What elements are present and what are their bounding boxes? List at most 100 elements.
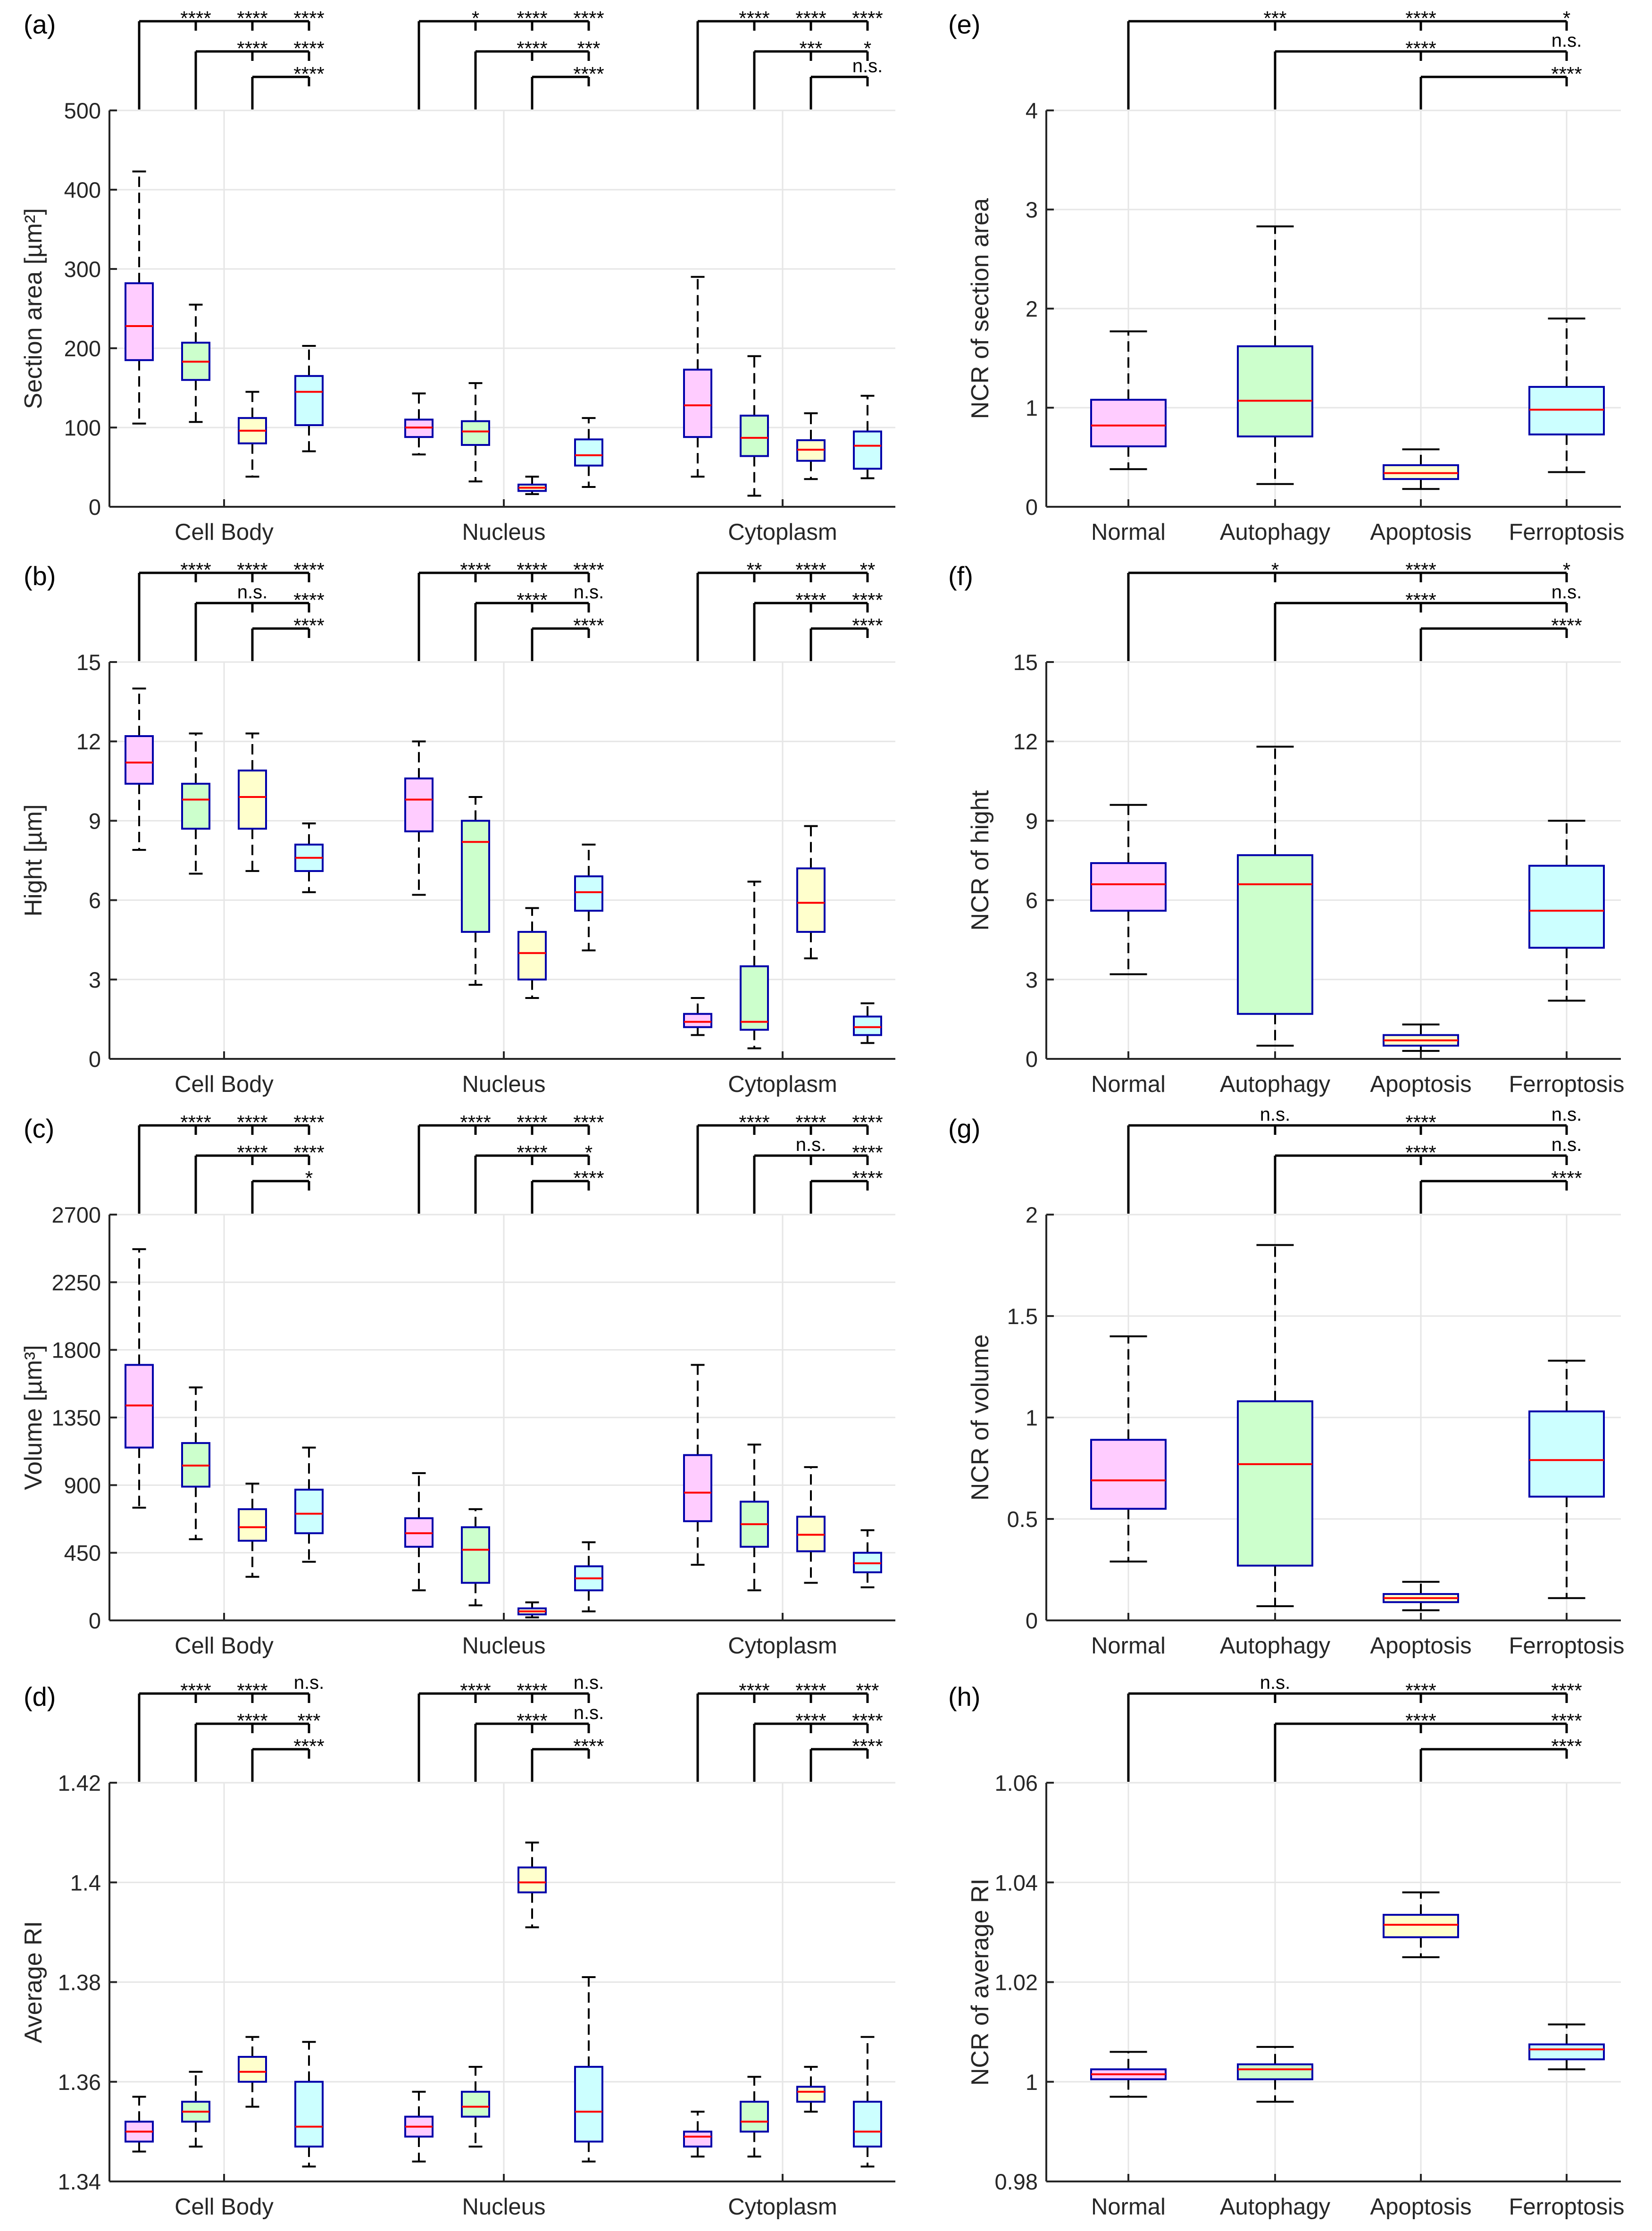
panel-label: (g): [948, 1114, 980, 1143]
box-ferroptosis: [1528, 2043, 1605, 2061]
y-axis-label: NCR of volume: [967, 1334, 994, 1501]
significance-label: n.s.: [852, 56, 883, 76]
x-tick-label: Normal: [1091, 2194, 1166, 2220]
box-normal: [404, 777, 434, 832]
significance-label: ****: [517, 1710, 547, 1732]
significance-label: ****: [1551, 614, 1582, 637]
significance-label: *: [1563, 559, 1570, 581]
panel-c: 0 450 900 1350 1800 2250 2700 Cell Body Nucleus C…: [20, 1111, 895, 1659]
significance-label: ****: [795, 1710, 826, 1732]
x-tick-label: Nucleus: [462, 1633, 545, 1659]
significance-label: *: [305, 1167, 313, 1189]
box-normal: [1090, 399, 1167, 447]
x-tick-label: Cytoplasm: [728, 1633, 837, 1659]
box-autophagy: [740, 414, 769, 457]
box-autophagy: [181, 782, 210, 830]
significance-label: ****: [1405, 1141, 1436, 1164]
y-tick-label: 3: [1026, 967, 1038, 992]
y-tick-label: 2: [1026, 296, 1038, 321]
significance-label: ****: [180, 7, 211, 29]
significance-label: n.s.: [574, 582, 604, 603]
x-tick-label: Ferroptosis: [1509, 1633, 1624, 1659]
y-tick-label: 1.42: [58, 1770, 101, 1795]
panel-f: 0 3 6 9 12 15 Normal Autophagy Apoptosis Ferropto…: [948, 559, 1625, 1097]
x-tick-label: Apoptosis: [1370, 520, 1471, 545]
significance-label: ****: [795, 7, 826, 29]
box-autophagy: [1237, 2063, 1313, 2080]
box-apoptosis: [238, 1508, 267, 1542]
y-tick-label: 200: [64, 336, 101, 361]
significance-label: ***: [577, 37, 600, 59]
box-apoptosis: [238, 2055, 267, 2083]
significance-label: ***: [856, 1679, 879, 1702]
significance-label: ****: [573, 1167, 604, 1189]
significance-label: ****: [293, 1141, 324, 1164]
significance-label: ****: [795, 559, 826, 581]
significance-label: ****: [293, 1735, 324, 1757]
significance-label: ****: [180, 1679, 211, 1702]
significance-label: n.s.: [1552, 1104, 1582, 1125]
significance-label: n.s.: [1260, 1104, 1290, 1125]
significance-label: n.s.: [574, 1672, 604, 1693]
box-apoptosis: [517, 1866, 547, 1894]
panel-label: (b): [24, 561, 56, 591]
significance-label: ****: [739, 7, 769, 29]
y-tick-label: 1.5: [1007, 1304, 1038, 1329]
x-tick-label: Cell Body: [175, 1072, 274, 1097]
box-ferroptosis: [294, 2080, 324, 2148]
x-tick-label: Nucleus: [462, 520, 545, 545]
x-tick-label: Apoptosis: [1370, 1633, 1471, 1659]
significance-label: ****: [293, 589, 324, 611]
box-ferroptosis: [1528, 1410, 1605, 1498]
panel-h: 0.98 1 1.02 1.04 1.06 Normal Autophagy Apoptosi…: [948, 1672, 1625, 2220]
significance-label: ****: [517, 1679, 547, 1702]
y-tick-label: 2700: [51, 1202, 101, 1227]
x-tick-label: Apoptosis: [1370, 2194, 1471, 2220]
box-autophagy: [461, 1526, 490, 1584]
box-normal: [683, 1454, 712, 1522]
x-tick-label: Autophagy: [1220, 520, 1331, 545]
significance-label: ****: [1405, 589, 1436, 611]
y-tick-label: 2250: [51, 1270, 101, 1295]
significance-label: ****: [1405, 1710, 1436, 1732]
significance-label: ****: [180, 1111, 211, 1133]
box-autophagy: [1237, 1400, 1313, 1567]
significance-label: ****: [517, 7, 547, 29]
panel-label: (h): [948, 1682, 980, 1711]
x-tick-label: Normal: [1091, 1072, 1166, 1097]
box-ferroptosis: [294, 1488, 324, 1535]
y-tick-label: 15: [76, 650, 101, 675]
box-ferroptosis: [574, 438, 603, 467]
significance-label: ****: [517, 1141, 547, 1164]
significance-label: ****: [293, 63, 324, 85]
significance-label: ****: [1405, 7, 1436, 29]
box-autophagy: [740, 965, 769, 1031]
significance-label: ****: [852, 1111, 883, 1133]
box-ferroptosis: [294, 375, 324, 426]
significance-label: **: [747, 559, 762, 581]
box-apoptosis: [1383, 464, 1459, 480]
significance-label: *: [1271, 559, 1279, 581]
significance-label: *: [585, 1141, 592, 1164]
box-ferroptosis: [853, 2101, 882, 2148]
significance-label: *: [1563, 7, 1570, 29]
significance-label: n.s.: [237, 582, 267, 603]
box-autophagy: [461, 420, 490, 446]
y-axis-label: NCR of section area: [967, 198, 994, 419]
y-axis-label: Volume [µm³]: [20, 1345, 47, 1490]
significance-label: ****: [1405, 37, 1436, 59]
x-tick-label: Apoptosis: [1370, 1072, 1471, 1097]
significance-label: ****: [237, 1141, 267, 1164]
y-tick-label: 1.38: [58, 1970, 101, 1995]
y-tick-label: 450: [64, 1541, 101, 1566]
significance-label: ****: [852, 7, 883, 29]
y-axis-label: Section area [µm²]: [20, 208, 47, 409]
y-tick-label: 0: [89, 495, 101, 520]
significance-label: ****: [1405, 1679, 1436, 1702]
significance-label: ****: [517, 559, 547, 581]
box-normal: [683, 1013, 712, 1028]
significance-label: ****: [237, 559, 267, 581]
panel-label: (e): [948, 9, 980, 39]
significance-label: ****: [1405, 1111, 1436, 1133]
y-tick-label: 9: [1026, 808, 1038, 833]
